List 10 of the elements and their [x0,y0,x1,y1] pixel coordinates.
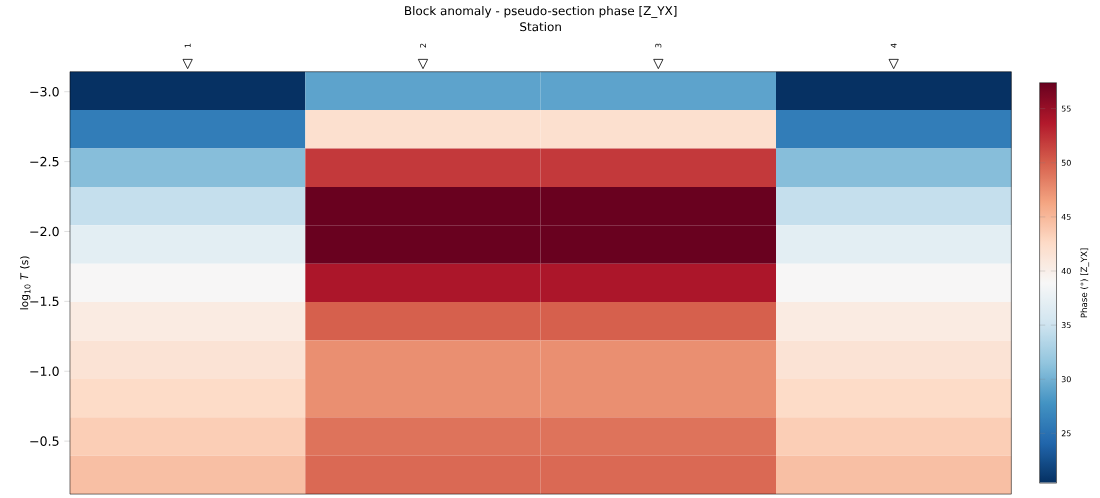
y-axis-title: log$_{10}$ T (s) [20,256,31,310]
y-tick-label: −0.5 [30,436,59,446]
y-tick-label: −3.0 [30,86,59,97]
y-tick-label: −1.5 [30,296,59,307]
x-axis-title: Station [520,21,561,32]
chart-title: Block anomaly - pseudo-section phase [Z_YX] [405,5,677,18]
color-bar-title: Phase (°) [Z_YX] [1080,248,1090,318]
y-tick-label: −2.0 [30,226,59,237]
y-tick-label: −1.0 [30,366,59,376]
y-tick-label: −2.5 [30,156,59,167]
